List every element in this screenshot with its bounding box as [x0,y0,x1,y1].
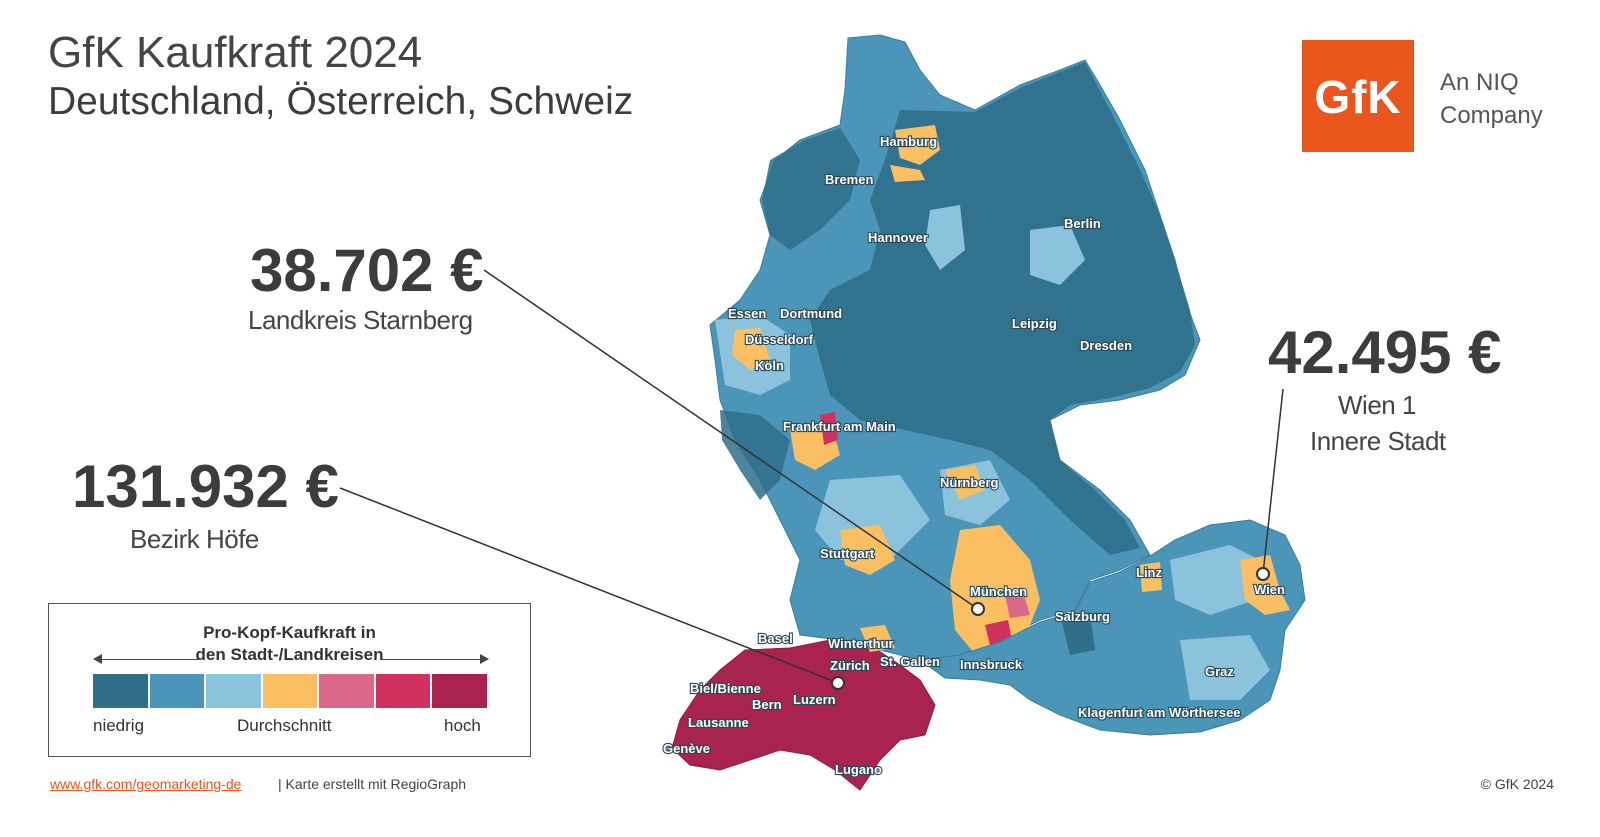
page-subtitle: Deutschland, Österreich, Schweiz [48,80,634,123]
city-berlin: Berlin [1064,216,1101,231]
city-duesseldorf: Düsseldorf [745,332,814,347]
legend-swatch-4 [262,674,318,708]
city-wien: Wien [1254,582,1285,597]
map-legend: Pro-Kopf-Kaufkraft in den Stadt-/Landkre… [48,603,531,757]
city-bremen: Bremen [825,172,873,187]
callout-value-wien: 42.495 € [1268,319,1502,386]
legend-arrow-left-line [101,659,201,660]
logo-tagline-2: Company [1440,102,1543,129]
logo-tagline-1: An NIQ [1440,69,1519,96]
callout-value-hoefe: 131.932 € [72,453,339,520]
city-essen: Essen [728,306,766,321]
city-salzburg: Salzburg [1055,609,1110,624]
geomarketing-link[interactable]: www.gfk.com/geomarketing-de [50,776,242,792]
callout-line-starnberg [483,269,979,610]
callout-line-wien [1262,388,1284,575]
city-muenchen: München [970,584,1027,599]
city-stuttgart: Stuttgart [820,546,875,561]
callout-label-wien-2: Innere Stadt [1310,426,1446,456]
legend-swatch-7 [432,674,488,708]
city-graz: Graz [1205,664,1234,679]
city-zuerich: Zürich [830,658,870,673]
callout-label-starnberg: Landkreis Starnberg [248,305,473,335]
city-koeln: Köln [755,358,784,373]
city-bern: Bern [752,697,782,712]
legend-swatch-3 [206,674,261,708]
city-nuernberg: Nürnberg [940,475,999,490]
city-biel: Biel/Bienne [690,681,761,696]
city-leipzig: Leipzig [1012,316,1057,331]
city-dresden: Dresden [1080,338,1132,353]
legend-high-label: hoch [444,716,481,735]
city-luzern: Luzern [793,692,836,707]
callout-label-wien-1: Wien 1 [1338,390,1416,420]
gfk-logo: GfK [1302,40,1414,152]
logo-tagline: An NIQ Company [1440,66,1543,132]
city-geneve: Genève [663,741,710,756]
city-klagenfurt: Klagenfurt am Wörthersee [1078,705,1241,720]
city-stgallen: St. Gallen [880,654,940,669]
city-lugano: Lugano [835,762,882,777]
city-dortmund: Dortmund [780,306,842,321]
germany-dark-zone [810,62,1195,555]
page-title: GfK Kaufkraft 2024 [48,28,423,77]
nw-dark-zone [762,128,860,250]
legend-title-1: Pro-Kopf-Kaufkraft in [203,623,376,642]
legend-mid-label: Durchschnitt [237,716,332,735]
footer-credit: | Karte erstellt mit RegioGraph [278,776,467,792]
arrow-left-icon [93,654,102,664]
legend-title-2: den Stadt-/Landkreisen [195,645,384,664]
copyright: © GfK 2024 [1480,776,1554,792]
legend-swatch-6 [375,674,431,708]
legend-swatches [93,674,488,708]
switzerland-region [671,639,936,791]
arrow-right-icon [480,654,489,664]
callout-value-starnberg: 38.702 € [250,237,484,304]
city-hannover: Hannover [868,230,928,245]
callout-line-hoefe [339,487,839,684]
city-lausanne: Lausanne [688,715,749,730]
legend-swatch-1 [93,674,148,708]
legend-title: Pro-Kopf-Kaufkraft in den Stadt-/Landkre… [49,622,530,666]
legend-low-label: niedrig [93,716,145,735]
city-hamburg: Hamburg [880,134,937,149]
logo-mark: GfK [1314,71,1402,123]
west-dark-zone [720,410,790,500]
legend-swatch-2 [149,674,205,708]
city-basel: Basel [758,631,793,646]
legend-arrow-right-line [381,659,481,660]
city-linz: Linz [1136,565,1162,580]
city-innsbruck: Innsbruck [960,657,1023,672]
legend-swatch-5 [319,674,374,708]
city-frankfurt: Frankfurt am Main [783,419,896,434]
city-winterthur: Winterthur [828,636,894,651]
callout-label-hoefe: Bezirk Höfe [130,524,259,554]
